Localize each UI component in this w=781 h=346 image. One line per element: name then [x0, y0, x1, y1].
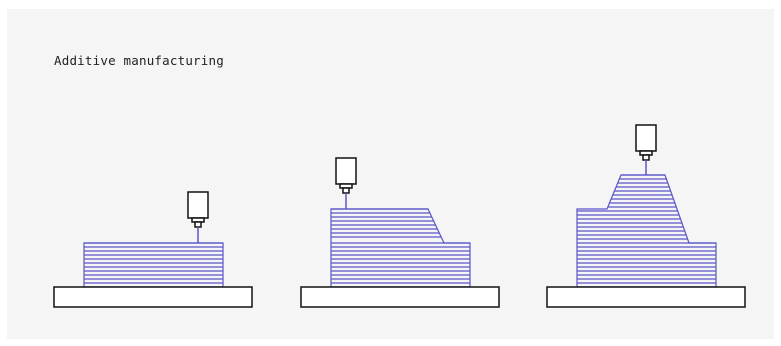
- stage-2-outline: [330, 208, 471, 287]
- stage-1: [53, 191, 253, 308]
- diagram-title: Additive manufacturing: [54, 53, 224, 68]
- stage-3-layers: [576, 174, 717, 288]
- stage-2: [300, 157, 500, 308]
- stage-1-nozzle-icon: [187, 191, 209, 243]
- stage-1-build-plate: [53, 286, 253, 308]
- stage-2-layers: [330, 208, 471, 288]
- stage-3-build-plate: [546, 286, 746, 308]
- stage-3: [546, 124, 746, 308]
- stage-1-layers: [83, 242, 224, 288]
- stage-3-outline: [576, 174, 717, 287]
- stage-2-nozzle-icon: [335, 157, 357, 209]
- stage-1-outline: [83, 242, 224, 287]
- stage-3-nozzle-icon: [635, 124, 657, 175]
- stage-2-build-plate: [300, 286, 500, 308]
